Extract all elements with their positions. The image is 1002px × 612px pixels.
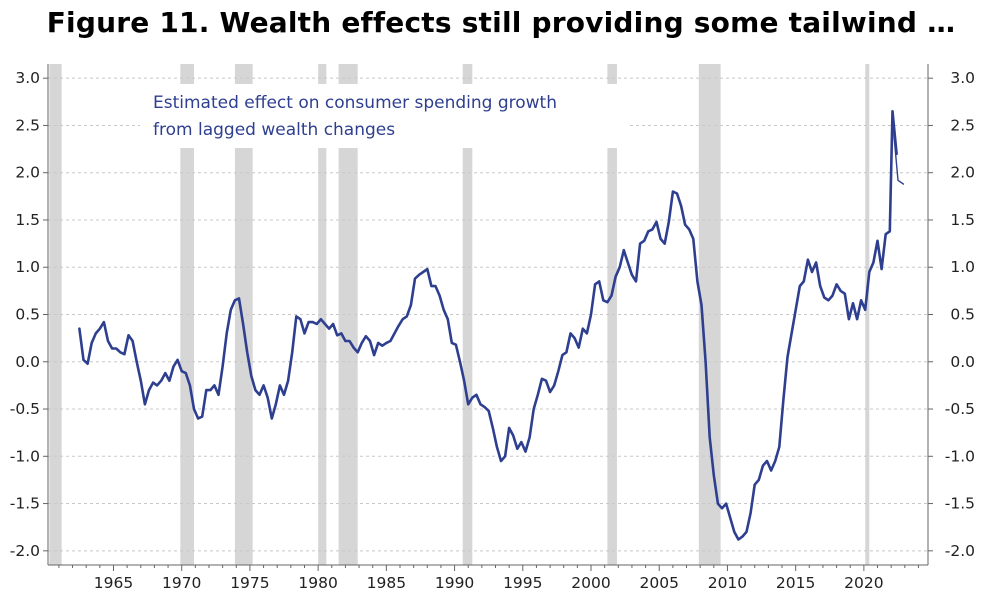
y-tick-label-left: -2.0 xyxy=(10,542,40,560)
y-tick-label-right: 0.5 xyxy=(950,306,975,324)
y-tick-label-right: 1.5 xyxy=(950,211,975,229)
series-lines xyxy=(78,110,905,541)
y-tick-label-right: -2.0 xyxy=(945,542,975,560)
y-tick-label-right: 2.0 xyxy=(950,164,975,182)
recession-band-8 xyxy=(865,64,870,565)
x-tick-label: 1995 xyxy=(503,574,542,592)
y-tick-label-left: 2.5 xyxy=(15,116,40,134)
y-tick-label-right: 3.0 xyxy=(950,69,975,87)
y-tick-label-right: -1.5 xyxy=(945,495,975,513)
y-tick-label-left: -1.0 xyxy=(10,447,40,465)
annotation-background xyxy=(140,84,630,148)
recession-band-3 xyxy=(318,64,327,565)
x-tick-label: 1980 xyxy=(298,574,337,592)
x-tick-label: 1985 xyxy=(367,574,406,592)
series-line-1 xyxy=(893,134,905,185)
x-tick-label: 1990 xyxy=(435,574,474,592)
chart-title: Figure 11. Wealth effects still providin… xyxy=(46,6,956,39)
x-tick-label: 2005 xyxy=(639,574,678,592)
y-tick-label-right: 1.0 xyxy=(950,258,975,276)
y-tick-label-left: -0.5 xyxy=(10,400,40,418)
x-tick-label: 1970 xyxy=(162,574,201,592)
y-tick-label-left: 1.0 xyxy=(15,258,40,276)
x-ticks: 1965 1970 1975 1980 1985 1990 1995 2000 2005 2010… xyxy=(58,565,919,592)
y-tick-label-left: 2.0 xyxy=(15,164,40,182)
x-tick-label: 2000 xyxy=(571,574,610,592)
y-tick-label-left: 0.5 xyxy=(15,306,40,324)
y-tick-label-left: 3.0 xyxy=(15,69,40,87)
y-tick-label-left: 1.5 xyxy=(15,211,40,229)
annotation-line-1: Estimated effect on consumer spending gr… xyxy=(153,93,557,113)
x-tick-label: 2015 xyxy=(776,574,815,592)
recession-band-5 xyxy=(462,64,473,565)
y-tick-label-right: -1.0 xyxy=(945,447,975,465)
annotation-line-2: from lagged wealth changes xyxy=(153,120,395,140)
recession-band-2 xyxy=(234,64,253,565)
y-tick-label-left: 0.0 xyxy=(15,353,40,371)
y-tick-label-right: 0.0 xyxy=(950,353,975,371)
y-tick-label-right: 2.5 xyxy=(950,116,975,134)
x-tick-label: 1975 xyxy=(230,574,269,592)
series-line-0 xyxy=(78,110,898,541)
x-tick-label: 1965 xyxy=(94,574,133,592)
x-tick-label: 2010 xyxy=(708,574,747,592)
y-tick-label-left: -1.5 xyxy=(10,495,40,513)
x-tick-label: 2020 xyxy=(844,574,883,592)
y-tick-label-right: -0.5 xyxy=(945,400,975,418)
y-ticks: 3.0 3.0 2.5 2.5 2.0 2.0 1.5 1.5 1.0 1.0 0.5 0.5 0.0 0… xyxy=(10,69,975,560)
